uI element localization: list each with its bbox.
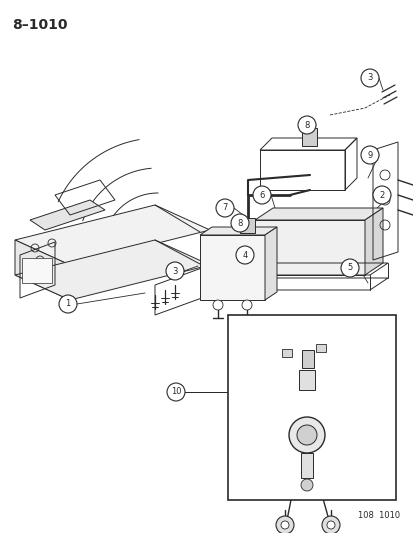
Circle shape xyxy=(340,259,358,277)
Text: 108  1010: 108 1010 xyxy=(357,511,399,520)
Bar xyxy=(301,128,316,146)
Polygon shape xyxy=(254,220,364,275)
Polygon shape xyxy=(364,208,382,275)
Text: 3: 3 xyxy=(366,74,372,83)
Circle shape xyxy=(166,262,183,280)
Text: 4: 4 xyxy=(242,251,247,260)
Circle shape xyxy=(166,383,185,401)
Polygon shape xyxy=(199,227,276,235)
Circle shape xyxy=(242,300,252,310)
Text: 8: 8 xyxy=(237,219,242,228)
Bar xyxy=(298,370,314,390)
Text: 5: 5 xyxy=(347,263,352,272)
Polygon shape xyxy=(199,235,264,300)
Bar xyxy=(300,453,312,478)
Text: 10: 10 xyxy=(170,387,181,397)
Text: 6: 6 xyxy=(259,190,264,199)
Circle shape xyxy=(252,186,271,204)
Circle shape xyxy=(288,417,324,453)
Text: 1: 1 xyxy=(65,300,71,309)
Circle shape xyxy=(235,246,254,264)
Circle shape xyxy=(300,479,312,491)
Polygon shape xyxy=(30,200,105,230)
Text: 2: 2 xyxy=(378,190,384,199)
Circle shape xyxy=(326,521,334,529)
Circle shape xyxy=(212,300,223,310)
Polygon shape xyxy=(15,205,209,265)
Text: 8: 8 xyxy=(304,120,309,130)
Bar xyxy=(22,258,52,283)
Bar xyxy=(281,349,291,357)
Circle shape xyxy=(360,146,378,164)
Polygon shape xyxy=(15,240,209,300)
Circle shape xyxy=(360,69,378,87)
Text: 7: 7 xyxy=(222,204,227,213)
Bar xyxy=(301,350,313,368)
Circle shape xyxy=(280,521,288,529)
Circle shape xyxy=(297,116,315,134)
Bar xyxy=(228,315,395,500)
Text: 8–1010: 8–1010 xyxy=(12,18,67,32)
Circle shape xyxy=(321,516,339,533)
Polygon shape xyxy=(15,240,70,300)
Circle shape xyxy=(275,516,293,533)
Circle shape xyxy=(296,425,316,445)
Polygon shape xyxy=(264,227,276,300)
Circle shape xyxy=(59,295,77,313)
Polygon shape xyxy=(254,208,382,220)
Circle shape xyxy=(372,186,390,204)
Circle shape xyxy=(230,214,248,232)
Circle shape xyxy=(216,199,233,217)
Text: 3: 3 xyxy=(172,266,177,276)
Bar xyxy=(240,218,254,233)
Bar xyxy=(315,344,325,352)
Text: 9: 9 xyxy=(366,150,372,159)
